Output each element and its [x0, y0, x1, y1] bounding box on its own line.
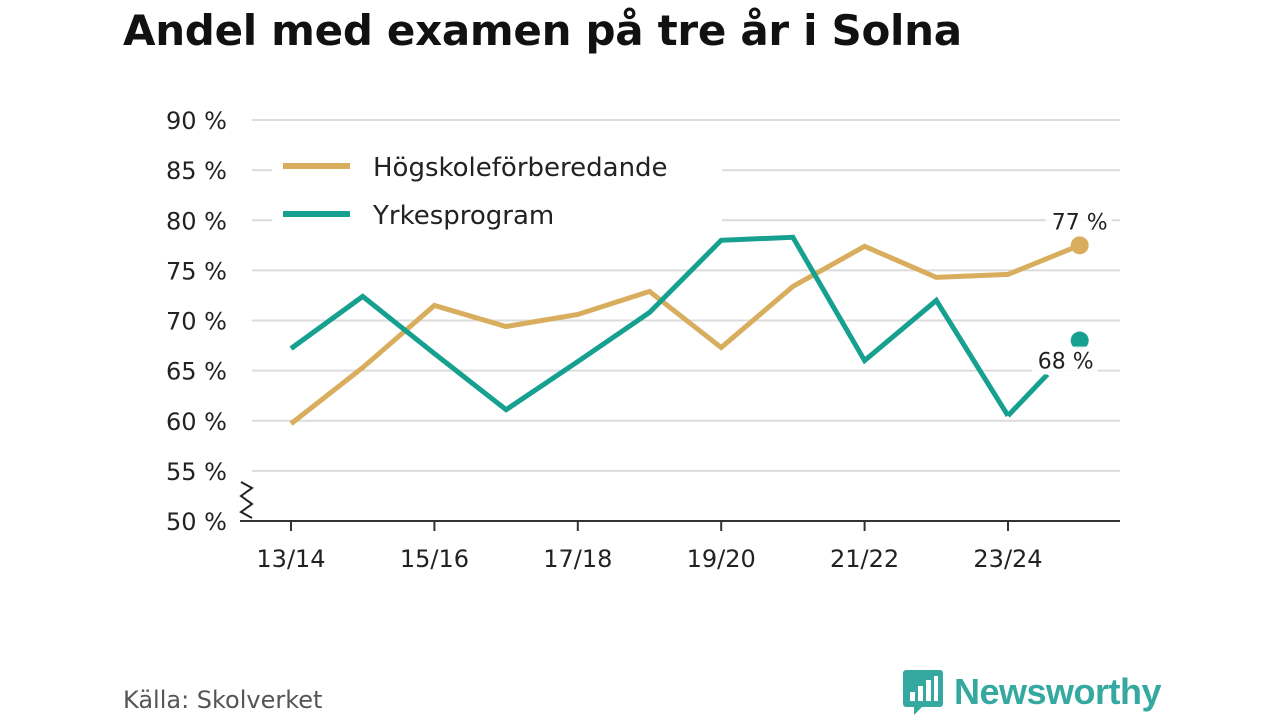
series-end-point	[1070, 236, 1089, 255]
chart-title: Andel med examen på tre år i Solna	[123, 6, 962, 55]
end-label-bg	[1045, 207, 1112, 236]
y-tick-label: 50 %	[166, 508, 227, 536]
y-tick-label: 55 %	[166, 458, 227, 486]
y-tick-label: 65 %	[166, 358, 227, 386]
axes: 50 % 55 % 60 % 65 % 70 % 75 % 80 % 85 % 90 % 13/1…	[166, 107, 1120, 573]
axis-break-icon	[239, 481, 254, 519]
legend: Högskoleförberedande Yrkesprogram	[272, 140, 722, 234]
x-tick-label: 21/22	[830, 545, 899, 573]
x-tick-label: 13/14	[256, 545, 325, 573]
y-tick-label: 80 %	[166, 207, 227, 235]
brand-logo: Newsworthy	[902, 668, 1162, 716]
x-tick-label: 17/18	[543, 545, 612, 573]
series-line-2	[289, 234, 1011, 418]
x-tick-label: 19/20	[687, 545, 756, 573]
legend-label: Högskoleförberedande	[373, 153, 668, 183]
series-end-label: 68 %	[1038, 350, 1094, 375]
bar-chart-speech-bubble-icon	[903, 670, 943, 715]
x-tick-label: 15/16	[400, 545, 469, 573]
brand-name: Newsworthy	[954, 671, 1162, 712]
y-tick-label: 60 %	[166, 408, 227, 436]
x-tick-label: 23/24	[973, 545, 1042, 573]
y-tick-label: 75 %	[166, 257, 227, 285]
y-tick-label: 70 %	[166, 308, 227, 336]
series-lines: 77 % 68 %	[289, 207, 1112, 426]
series-end-label: 77 %	[1052, 210, 1108, 235]
series-line-1	[289, 242, 1081, 426]
legend-label: Yrkesprogram	[372, 201, 554, 231]
series-line-stub	[1006, 372, 1050, 418]
end-label-bg	[1031, 346, 1098, 375]
y-tick-label: 90 %	[166, 107, 227, 135]
series-end-point	[1070, 331, 1089, 350]
y-tick-label: 85 %	[166, 157, 227, 185]
source-note: Källa: Skolverket	[123, 686, 323, 714]
